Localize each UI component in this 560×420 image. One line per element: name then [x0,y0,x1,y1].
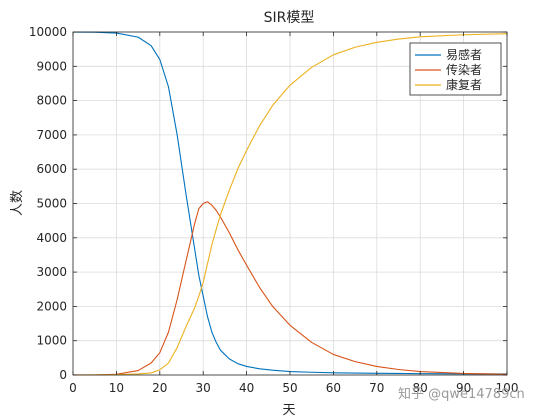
y-tick-label: 5000 [36,197,67,211]
y-tick-label: 9000 [36,59,67,73]
legend-box [409,42,502,96]
series-layer [72,31,508,376]
x-axis-ticks: 0 10 20 30 40 50 60 70 80 90 100 [69,32,518,395]
series-line-2 [72,201,508,376]
x-tick-label: 90 [456,381,471,395]
legend-label-1: 易感者 [446,47,482,62]
x-tick-label: 70 [369,381,384,395]
series-line-1 [72,31,508,375]
legend-label-3: 康复者 [446,77,482,92]
x-tick-label: 80 [413,381,428,395]
y-axis-ticks: 0 1000 2000 3000 4000 5000 6000 7000 8000 9000 100… [29,25,507,382]
y-tick-label: 1000 [36,334,67,348]
x-tick-label: 20 [152,381,167,395]
y-tick-label: 0 [59,368,67,382]
x-tick-label: 0 [69,381,77,395]
y-tick-label: 8000 [36,94,67,108]
x-tick-label: 60 [326,381,341,395]
series-line-3 [72,33,508,376]
y-tick-label: 4000 [36,231,67,245]
y-tick-label: 3000 [36,265,67,279]
y-tick-label: 6000 [36,162,67,176]
x-tick-label: 40 [239,381,254,395]
legend-label-2: 传染者 [446,62,482,77]
watermark: 知乎 @qwe14789cn [398,386,525,402]
x-axis-label: 天 [282,403,295,418]
x-tick-label: 30 [196,381,211,395]
x-tick-label: 100 [496,381,519,395]
y-tick-label: 7000 [36,128,67,142]
x-tick-label: 10 [109,381,124,395]
y-axis-label: 人数 [10,190,25,216]
y-tick-label: 2000 [36,299,67,313]
chart-title: SIR模型 [264,10,315,26]
y-tick-label: 10000 [29,25,67,39]
x-tick-label: 50 [282,381,297,395]
